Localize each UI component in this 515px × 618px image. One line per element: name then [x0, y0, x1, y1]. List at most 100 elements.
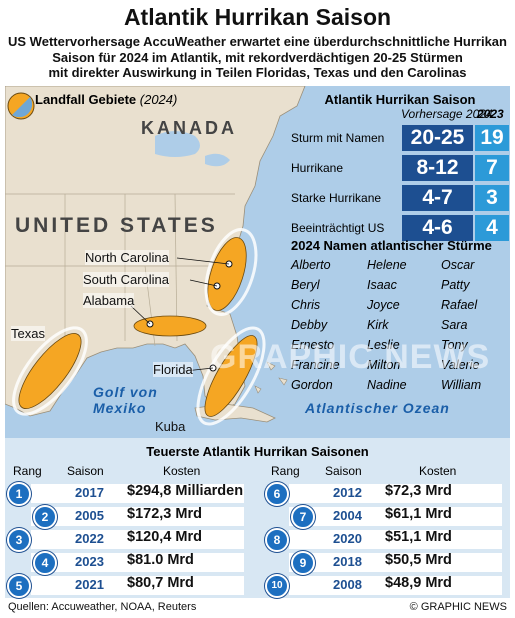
map: Landfall Gebiete (2024) KANADA UNITED ST… [5, 86, 510, 438]
storm-name: Milton [367, 358, 401, 372]
row-bar [31, 576, 244, 595]
row-cost: $72,3 Mrd [385, 483, 452, 499]
forecast-value-2024: 4-7 [402, 185, 473, 211]
names-title: 2024 Namen atlantischer Stürme [291, 238, 492, 253]
ranking-row: 4 2023 $81.0 Mrd [5, 551, 250, 575]
ranking-row: 3 2022 $120,4 Mrd [5, 528, 250, 552]
leader-lines [130, 257, 230, 372]
ranking-row: 7 2004 $61,1 Mrd [263, 505, 508, 529]
label-south-carolina: South Carolina [83, 272, 169, 287]
bahamas [254, 361, 288, 394]
storm-name: Helene [367, 258, 407, 272]
watermark: GRAPHIC NEWS [210, 338, 491, 376]
label-alabama: Alabama [83, 293, 135, 308]
forecast-row: Starke Hurrikane 4-7 3 [291, 185, 509, 213]
label-ocean: Atlantischer Ozean [305, 400, 450, 416]
storm-name: Tony [441, 338, 468, 352]
forecast-row-label: Beeinträchtigt US [291, 221, 385, 235]
ranking-row: 8 2020 $51,1 Mrd [263, 528, 508, 552]
row-bar [289, 530, 502, 549]
row-cost: $51,1 Mrd [385, 529, 452, 545]
rank-badge: 9 [291, 551, 315, 575]
row-cost: $80,7 Mrd [127, 575, 194, 591]
row-bar [31, 507, 244, 526]
legend: Landfall Gebiete (2024) [35, 92, 177, 107]
row-year: 2008 [333, 577, 362, 592]
storm-name: Leslie [367, 338, 400, 352]
row-cost: $81.0 Mrd [127, 552, 194, 568]
storm-name: Rafael [441, 298, 478, 312]
label-united-states: UNITED STATES [15, 214, 218, 237]
row-year: 2004 [333, 508, 362, 523]
storm-name: Sara [441, 318, 468, 332]
row-year: 2005 [75, 508, 104, 523]
row-bar [31, 484, 244, 503]
forecast-row-label: Starke Hurrikane [291, 191, 382, 205]
landfall-areas [18, 237, 258, 417]
forecast-subtitle: Vorhersage 2024 [401, 107, 493, 121]
header-kosten: Kosten [419, 464, 457, 478]
ranking-title: Teuerste Atlantik Hurrikan Saisonen [146, 444, 369, 459]
row-cost: $50,5 Mrd [385, 552, 452, 568]
storm-name: Alberto [291, 258, 331, 272]
credit: © GRAPHIC NEWS [409, 601, 507, 613]
row-cost: $120,4 Mrd [127, 529, 202, 545]
row-cost: $61,1 Mrd [385, 506, 452, 522]
row-year: 2022 [75, 531, 104, 546]
rank-badge: 5 [7, 574, 31, 598]
rank-badge: 8 [265, 528, 289, 552]
storm-name: Kirk [367, 318, 389, 332]
row-bar [31, 530, 244, 549]
forecast-row-label: Hurrikane [291, 161, 344, 175]
forecast-row: Sturm mit Namen 20-25 19 [291, 125, 509, 153]
ranking-row: 1 2017 $294,8 Milliarden [5, 482, 250, 506]
great-lakes [155, 131, 230, 167]
subtitle: US Wettervorhersage AccuWeather erwartet… [0, 34, 515, 81]
landfall-texas [18, 333, 82, 409]
row-year: 2020 [333, 531, 362, 546]
landfall-alabama [133, 315, 207, 337]
forecast-value-2023: 19 [475, 125, 509, 151]
row-bar [289, 507, 502, 526]
header-kosten: Kosten [163, 464, 201, 478]
row-cost: $294,8 Milliarden [127, 483, 244, 499]
label-golf-2: Mexiko [93, 400, 147, 416]
header-saison: Saison [325, 464, 362, 478]
legend-year: (2024) [139, 92, 178, 107]
row-year: 2012 [333, 485, 362, 500]
row-year: 2017 [75, 485, 104, 500]
ranking-panel: Teuerste Atlantik Hurrikan Saisonen Rang… [5, 438, 510, 598]
ranking-row: 10 2008 $48,9 Mrd [263, 574, 508, 598]
landfall-carolinas [207, 237, 247, 311]
ranking-row: 6 2012 $72,3 Mrd [263, 482, 508, 506]
label-kanada: KANADA [141, 118, 237, 138]
storm-name: Nadine [367, 378, 407, 392]
storm-name: Debby [291, 318, 328, 332]
header-saison: Saison [67, 464, 104, 478]
storm-name: Joyce [367, 298, 400, 312]
label-florida: Florida [153, 362, 193, 377]
rank-badge: 4 [33, 551, 57, 575]
label-north-carolina: North Carolina [85, 250, 169, 265]
forecast-value-2023: 7 [475, 155, 509, 181]
subtitle-line-1: US Wettervorhersage AccuWeather erwartet… [8, 34, 507, 49]
forecast-year-prev: 2023 [477, 107, 504, 121]
row-year: 2018 [333, 554, 362, 569]
rank-badge: 10 [265, 574, 289, 598]
sources: Quellen: Accuweather, NOAA, Reuters [8, 601, 197, 613]
row-bar [289, 576, 502, 595]
row-year: 2023 [75, 554, 104, 569]
row-year: 2021 [75, 577, 104, 592]
rank-badge: 3 [7, 528, 31, 552]
forecast-header: Vorhersage 2024 2023 [291, 107, 509, 123]
label-golf-1: Golf von [93, 384, 158, 400]
header-rang: Rang [271, 464, 300, 478]
rank-badge: 6 [265, 482, 289, 506]
row-bar [289, 484, 502, 503]
label-texas: Texas [11, 326, 45, 341]
page-title: Atlantik Hurrikan Saison [123, 4, 392, 30]
forecast-value-2023: 3 [475, 185, 509, 211]
forecast-value-2024: 4-6 [402, 215, 473, 241]
rank-badge: 7 [291, 505, 315, 529]
header-rang: Rang [13, 464, 42, 478]
